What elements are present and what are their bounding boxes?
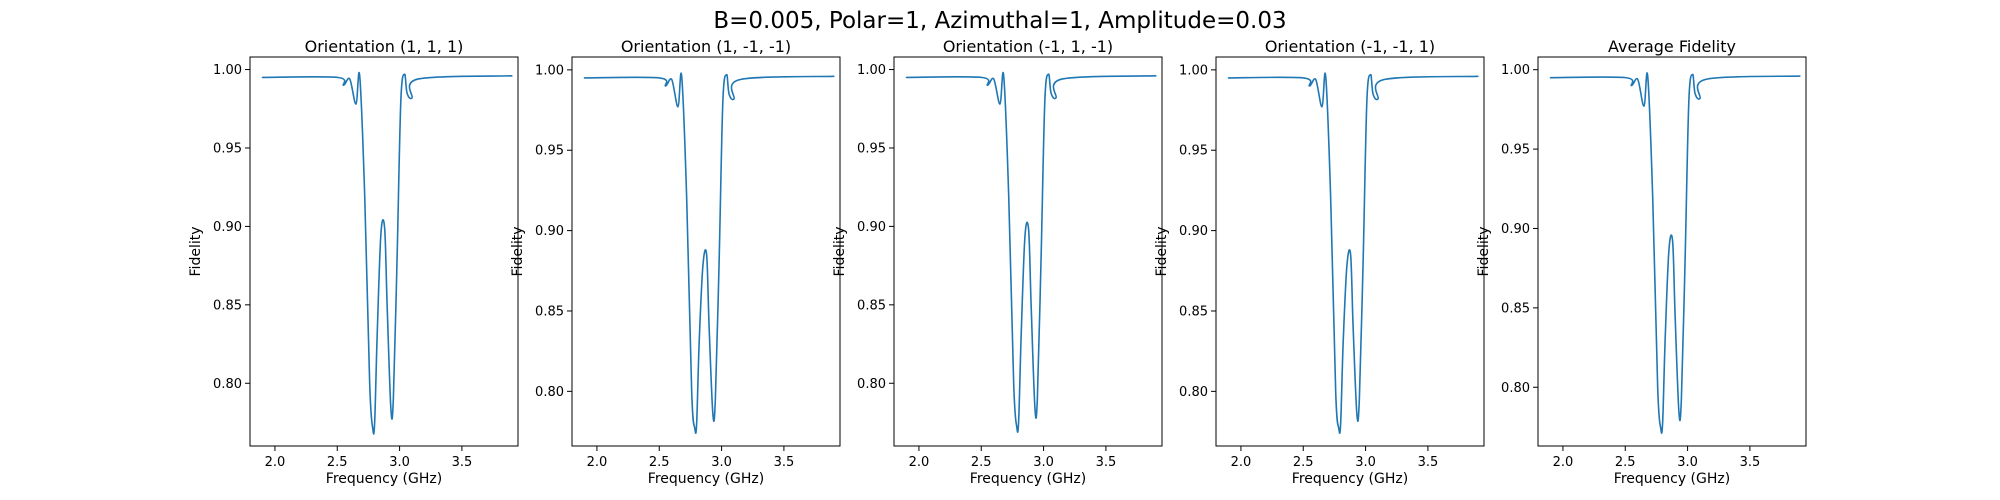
- x-tick-label: 2.0: [909, 455, 930, 470]
- x-tick-label: 2.5: [1293, 455, 1314, 470]
- y-tick-label: 0.85: [535, 304, 564, 319]
- subplot-4: Orientation (-1, -1, 1) 2.0 2.5 3.0 3.5 0.80 0…: [1154, 37, 1485, 487]
- x-axis-label: Frequency (GHz): [1614, 471, 1730, 487]
- axes-frame: [249, 56, 519, 447]
- y-tick-label: 1.00: [1179, 63, 1208, 78]
- y-tick-label: 1.00: [857, 63, 886, 78]
- x-tick-label: 3.0: [711, 455, 732, 470]
- x-axis-label: Frequency (GHz): [1292, 471, 1408, 487]
- y-tick-label: 1.00: [1501, 63, 1530, 78]
- axes-frame: [1537, 56, 1807, 447]
- subplot-2: Orientation (1, -1, -1) 2.0 2.5 3.0 3.5 0.80 0…: [510, 37, 841, 487]
- y-tick-label: 0.85: [1179, 304, 1208, 319]
- subplot-1: Orientation (1, 1, 1) 2.0 2.5 3.0 3.5 0.80 0.8…: [188, 37, 519, 487]
- x-tick-label: 2.5: [971, 455, 992, 470]
- y-tick-label: 0.95: [535, 144, 564, 159]
- y-tick-label: 0.90: [1501, 222, 1530, 237]
- x-tick-label: 2.5: [327, 455, 348, 470]
- series-line-1: [261, 71, 513, 435]
- y-tick-label: 0.95: [857, 141, 886, 156]
- y-axis-label: Fidelity: [1476, 227, 1492, 277]
- figure-suptitle: B=0.005, Polar=1, Azimuthal=1, Amplitude…: [713, 8, 1286, 34]
- y-tick-label: 0.90: [1179, 224, 1208, 239]
- series-line-1: [583, 72, 835, 435]
- x-tick-label: 3.5: [1740, 455, 1761, 470]
- subplot-title: Average Fidelity: [1608, 37, 1736, 56]
- y-tick-label: 0.90: [213, 220, 242, 235]
- series-line-1: [1227, 72, 1479, 435]
- y-axis-label: Fidelity: [510, 227, 526, 277]
- y-tick-label: 0.80: [535, 385, 564, 400]
- subplot-5: Average Fidelity 2.0 2.5 3.0 3.5 0.80 0.85 0.90…: [1476, 37, 1807, 487]
- x-tick-label: 3.0: [1033, 455, 1054, 470]
- subplots: Orientation (1, 1, 1) 2.0 2.5 3.0 3.5 0.80 0.8…: [188, 37, 1807, 487]
- x-axis-label: Frequency (GHz): [326, 471, 442, 487]
- x-tick-label: 2.0: [1231, 455, 1252, 470]
- y-tick-label: 0.95: [213, 141, 242, 156]
- y-tick-label: 0.80: [1501, 381, 1530, 396]
- x-tick-label: 3.0: [1677, 455, 1698, 470]
- series-line-1: [905, 71, 1157, 433]
- axes-frame: [1215, 56, 1485, 447]
- y-tick-label: 0.90: [535, 224, 564, 239]
- x-tick-label: 2.5: [649, 455, 670, 470]
- y-axis-label: Fidelity: [832, 227, 848, 277]
- y-tick-label: 1.00: [535, 63, 564, 78]
- x-tick-label: 3.5: [452, 455, 473, 470]
- x-tick-label: 2.0: [265, 455, 286, 470]
- subplot-title: Orientation (-1, 1, -1): [943, 37, 1113, 56]
- y-tick-label: 1.00: [213, 63, 242, 78]
- y-axis-label: Fidelity: [188, 227, 204, 277]
- y-tick-label: 0.95: [1179, 144, 1208, 159]
- x-tick-label: 3.5: [1096, 455, 1117, 470]
- x-tick-label: 3.0: [1355, 455, 1376, 470]
- y-tick-label: 0.80: [1179, 385, 1208, 400]
- x-axis-label: Frequency (GHz): [970, 471, 1086, 487]
- y-tick-label: 0.80: [213, 377, 242, 392]
- x-axis-label: Frequency (GHz): [648, 471, 764, 487]
- y-tick-label: 0.80: [857, 377, 886, 392]
- y-tick-label: 0.95: [1501, 143, 1530, 158]
- x-tick-label: 3.0: [389, 455, 410, 470]
- series-line-1: [1549, 72, 1801, 434]
- x-tick-label: 2.5: [1615, 455, 1636, 470]
- subplot-title: Orientation (1, -1, -1): [621, 37, 791, 56]
- y-tick-label: 0.90: [857, 220, 886, 235]
- subplot-title: Orientation (1, 1, 1): [305, 37, 464, 56]
- axes-frame: [893, 56, 1163, 447]
- y-tick-label: 0.85: [1501, 301, 1530, 316]
- x-tick-label: 3.5: [774, 455, 795, 470]
- y-tick-label: 0.85: [857, 298, 886, 313]
- y-axis-label: Fidelity: [1154, 227, 1170, 277]
- axes-frame: [571, 56, 841, 447]
- x-tick-label: 2.0: [587, 455, 608, 470]
- x-tick-label: 3.5: [1418, 455, 1439, 470]
- subplot-3: Orientation (-1, 1, -1) 2.0 2.5 3.0 3.5 0.80 0…: [832, 37, 1163, 487]
- y-tick-label: 0.85: [213, 298, 242, 313]
- x-tick-label: 2.0: [1553, 455, 1574, 470]
- subplot-title: Orientation (-1, -1, 1): [1265, 37, 1435, 56]
